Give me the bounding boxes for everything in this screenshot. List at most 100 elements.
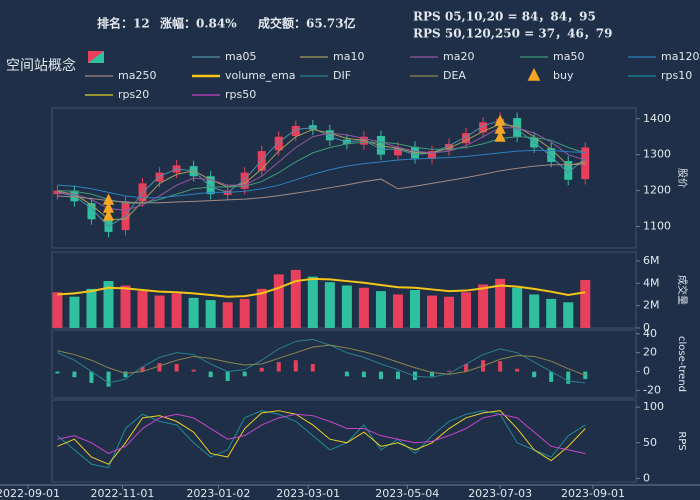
histogram-bar (191, 369, 196, 372)
y-tick-label: 4M (643, 276, 660, 289)
volume-bar (171, 293, 182, 328)
candle-body (274, 136, 283, 151)
histogram-bar (55, 371, 60, 374)
legend-label: rps20 (118, 88, 149, 101)
histogram-bar (361, 371, 366, 378)
y-tick-label: 1300 (643, 148, 671, 161)
x-tick-label: 2023-03-01 (276, 487, 340, 500)
histogram-bar (515, 368, 520, 372)
x-tick-label: 2023-01-02 (186, 487, 250, 500)
histogram-bar (498, 361, 503, 372)
panel-frame (51, 329, 637, 399)
y-tick-label: 0 (643, 471, 650, 484)
legend-label: volume_ema (225, 69, 295, 82)
histogram-bar (157, 363, 162, 372)
histogram-bar (242, 371, 247, 377)
histogram-bar (532, 371, 537, 378)
y-tick-label: 1400 (643, 112, 671, 125)
y-tick-label: 20 (643, 346, 657, 359)
volume-bar (137, 291, 148, 328)
candle-body (564, 161, 573, 180)
y-axis-label: 股价 (676, 168, 688, 188)
y-axis-label: RPS (676, 431, 687, 450)
histogram-bar (566, 371, 571, 384)
y-tick-label: 1100 (643, 219, 671, 232)
candle-body (428, 151, 437, 159)
histogram-bar (549, 371, 554, 382)
candle-body (257, 151, 266, 171)
volume-bar (120, 285, 131, 328)
histogram-bar (123, 371, 128, 378)
candle-body (240, 172, 249, 189)
volume-bar (358, 287, 369, 328)
candle-body (445, 143, 454, 151)
volume-bar (444, 296, 455, 328)
volume-bar (205, 300, 216, 328)
series-line (57, 163, 586, 204)
legend-label: ma50 (553, 50, 584, 63)
y-tick-label: -20 (643, 383, 661, 396)
candle-body (393, 147, 402, 156)
legend-label: DIF (333, 69, 351, 82)
legend-marker (527, 68, 541, 81)
candle-body (581, 147, 590, 180)
volume-bar (154, 295, 165, 328)
volume-bar (392, 294, 403, 328)
candle-body (155, 172, 164, 182)
y-tick-label: 1200 (643, 184, 671, 197)
legend-label: buy (553, 69, 574, 82)
volume-bar (222, 302, 233, 328)
x-tick-label: 2022-11-01 (90, 487, 154, 500)
volume-bar (546, 298, 557, 328)
candle-body (547, 148, 556, 162)
y-tick-label: 0 (643, 321, 650, 334)
y-tick-label: 40 (643, 327, 657, 340)
series-line (57, 344, 586, 376)
volume-bar (188, 297, 199, 328)
series-line (57, 410, 586, 469)
x-tick-label: 2023-09-01 (561, 487, 625, 500)
series-line (57, 149, 586, 199)
y-tick-label: 2M (643, 299, 660, 312)
histogram-bar (447, 370, 452, 372)
legend-label: ma250 (118, 69, 156, 82)
series-line (57, 338, 586, 384)
y-tick-label: 6M (643, 254, 660, 267)
histogram-bar (344, 371, 349, 377)
volume-bar (307, 276, 318, 328)
histogram-bar (208, 371, 213, 378)
header-rps-short: RPS 05,10,20 = 84，84，95 (413, 10, 596, 24)
volume-bar (290, 269, 301, 328)
volume-bar (512, 287, 523, 328)
histogram-bar (140, 366, 145, 372)
volume-bar (375, 291, 386, 328)
legend-label: ma120 (661, 50, 699, 63)
histogram-bar (378, 371, 383, 380)
histogram-bar (276, 362, 281, 372)
volume-bar (52, 292, 63, 328)
x-tick-label: 2022-09-01 (0, 487, 60, 500)
title-icon (88, 51, 104, 63)
volume-bar (273, 274, 284, 328)
x-tick-label: 2023-07-03 (468, 487, 532, 500)
histogram-bar (293, 360, 298, 372)
volume-bar (103, 281, 114, 328)
histogram-bar (174, 364, 179, 372)
histogram-bar (72, 371, 77, 378)
volume-bar (461, 292, 472, 328)
legend-label: ma20 (443, 50, 474, 63)
header-rank: 排名：12 (97, 16, 150, 31)
histogram-bar (430, 371, 435, 377)
buy-marker (494, 114, 506, 142)
chart-title: 空间站概念 (6, 57, 76, 74)
x-tick-label: 2023-05-04 (375, 487, 439, 500)
candle-body (291, 125, 300, 136)
panel-frame (51, 399, 637, 483)
volume-bar (86, 288, 97, 328)
histogram-bar (395, 371, 400, 380)
histogram-bar (310, 364, 315, 372)
legend-label: rps50 (225, 88, 256, 101)
